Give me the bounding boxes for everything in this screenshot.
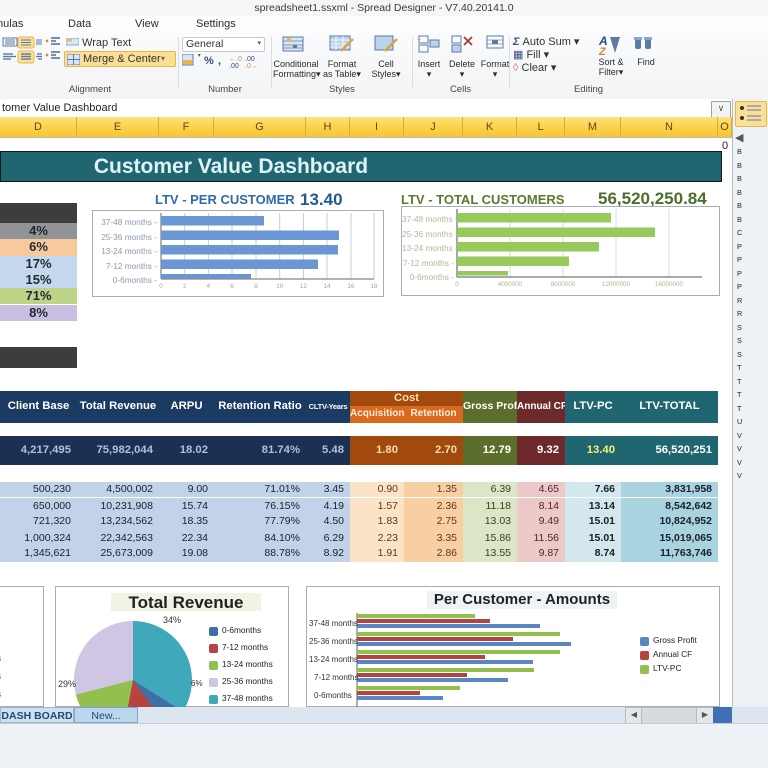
svg-text:▾: ▾	[197, 54, 202, 59]
svg-text:←.0: ←.0	[229, 56, 242, 63]
svg-text:16000000: 16000000	[655, 281, 684, 288]
svg-text:.00: .00	[229, 63, 239, 70]
svg-text:0: 0	[159, 283, 163, 290]
svg-text:6: 6	[230, 283, 234, 290]
svg-text:16: 16	[347, 283, 355, 290]
svg-text:8000000: 8000000	[551, 281, 576, 288]
svg-text:0: 0	[455, 281, 459, 288]
svg-text:,: ,	[218, 55, 221, 67]
svg-text:8: 8	[254, 283, 258, 290]
svg-text:4000000: 4000000	[498, 281, 523, 288]
svg-text:.0→: .0→	[245, 63, 258, 70]
svg-text:14: 14	[323, 283, 331, 290]
svg-text:+: +	[417, 37, 421, 44]
svg-text:.00: .00	[245, 56, 255, 63]
svg-text:2: 2	[183, 283, 187, 290]
svg-text:%: %	[204, 55, 214, 67]
svg-text:12: 12	[300, 283, 308, 290]
svg-text:10: 10	[276, 283, 284, 290]
svg-text:12000000: 12000000	[602, 281, 631, 288]
svg-text:Z: Z	[598, 46, 607, 57]
svg-text:4: 4	[207, 283, 211, 290]
svg-text:18: 18	[370, 283, 378, 290]
